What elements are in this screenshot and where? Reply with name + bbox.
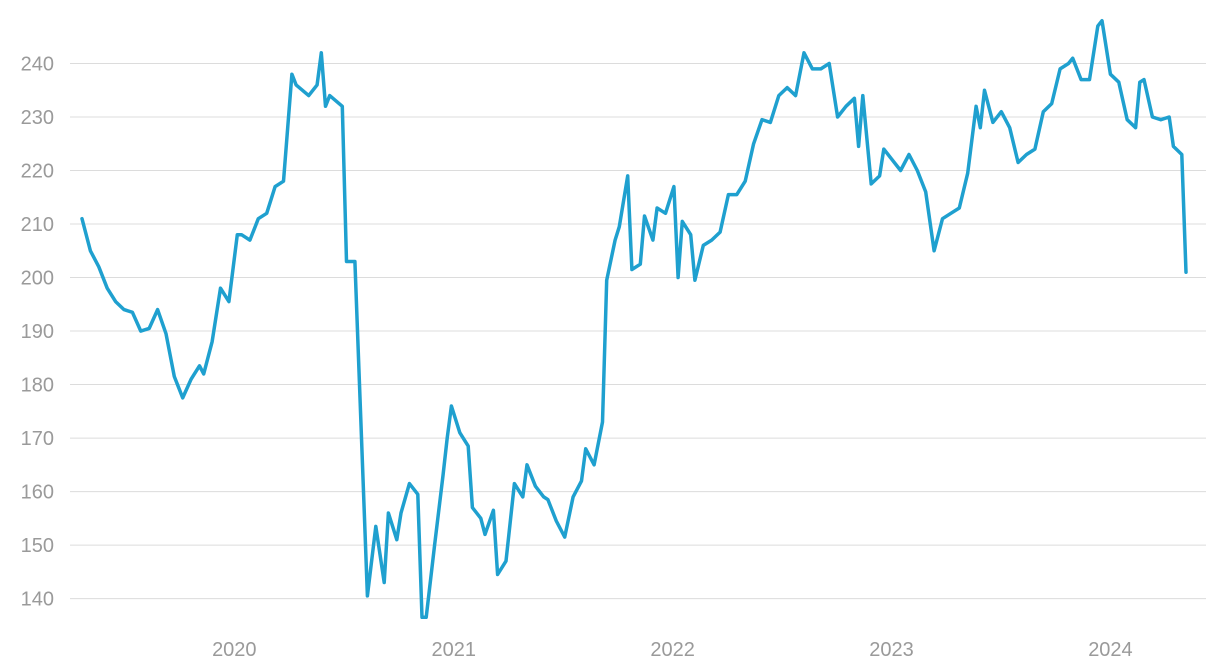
y-tick-label: 180	[21, 375, 54, 397]
x-tick-label: 2022	[650, 639, 695, 661]
series-line-0	[80, 18, 1188, 620]
y-tick-label: 230	[21, 107, 54, 129]
y-tick-label: 160	[21, 482, 54, 504]
y-tick-label: 150	[21, 535, 54, 557]
y-tick-label: 240	[21, 54, 54, 76]
y-tick-label: 210	[21, 214, 54, 236]
y-axis-tick-labels: 140 150 160 170 180 190 200 210 220 230 240	[21, 54, 54, 611]
y-tick-label: 170	[21, 428, 54, 450]
series-layer	[80, 18, 1188, 620]
y-tick-label: 190	[21, 321, 54, 343]
y-tick-label: 220	[21, 161, 54, 183]
y-tick-label: 200	[21, 268, 54, 290]
x-tick-label: 2023	[869, 639, 914, 661]
x-tick-label: 2024	[1088, 639, 1133, 661]
x-axis-tick-labels: 2020 2021 2022 2023 2024	[212, 639, 1133, 661]
x-tick-label: 2021	[432, 639, 477, 661]
x-tick-label: 2020	[212, 639, 257, 661]
y-tick-label: 140	[21, 589, 54, 611]
y-gridlines	[70, 63, 1206, 600]
